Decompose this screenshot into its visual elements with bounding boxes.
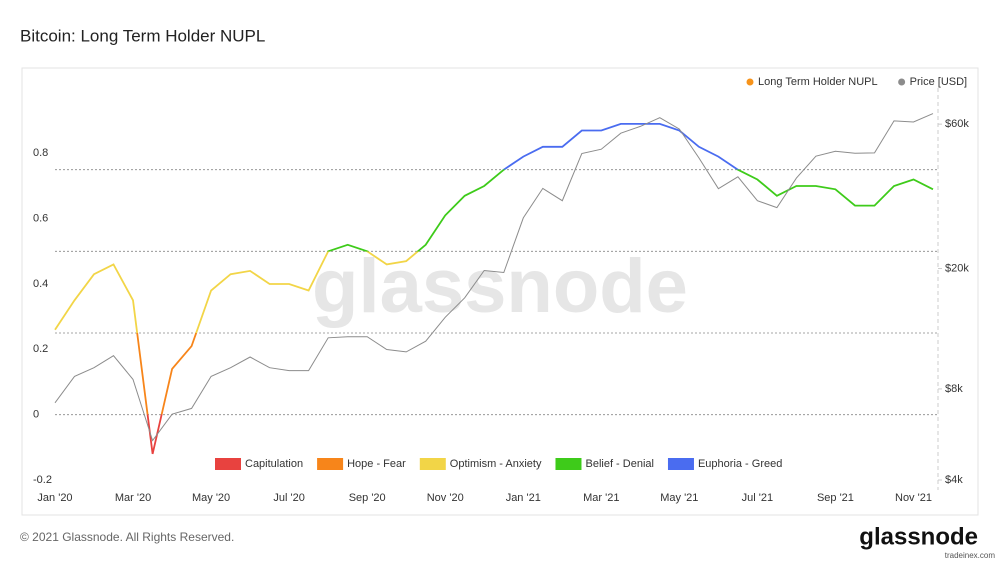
zone-swatch <box>667 458 694 470</box>
zone-label: Optimism - Anxiety <box>450 458 542 470</box>
y-tick-label: 0.6 <box>33 213 48 225</box>
x-tick-label: Nov '20 <box>427 492 464 504</box>
legend-label: Price [USD] <box>910 76 967 88</box>
legend-dot <box>898 78 906 86</box>
zone-label: Hope - Fear <box>347 458 406 470</box>
plot-frame <box>21 67 979 516</box>
zone-label: Belief - Denial <box>585 458 653 470</box>
zone-label: Capitulation <box>245 458 303 470</box>
x-tick-label: Jan '20 <box>37 492 72 504</box>
x-tick-label: Sep '21 <box>817 492 854 504</box>
x-tick-label: Jul '20 <box>273 492 304 504</box>
y-tick-label: 0.4 <box>33 278 48 290</box>
x-tick-label: Mar '21 <box>583 492 619 504</box>
zone-swatch <box>317 458 344 470</box>
y2-tick-label: $8k <box>945 383 963 395</box>
watermark: glassnode <box>312 244 688 329</box>
price-line <box>54 113 934 442</box>
y-tick-label: -0.2 <box>33 474 52 486</box>
legend-label: Long Term Holder NUPL <box>758 76 878 88</box>
nupl-line <box>54 123 934 455</box>
x-tick-label: Jan '21 <box>506 492 541 504</box>
zone-label: Euphoria - Greed <box>698 458 782 470</box>
y-tick-label: 0.2 <box>33 343 48 355</box>
x-tick-label: Sep '20 <box>349 492 386 504</box>
site: tradeinex.com <box>945 551 996 560</box>
y2-tick-label: $60k <box>945 118 969 130</box>
x-tick-label: Mar '20 <box>115 492 151 504</box>
y2-tick-label: $20k <box>945 262 969 274</box>
y2-tick-label: $4k <box>945 474 963 486</box>
y-tick-label: 0.8 <box>33 147 48 159</box>
x-tick-label: May '20 <box>192 492 230 504</box>
x-tick-label: Jul '21 <box>742 492 773 504</box>
x-tick-label: Nov '21 <box>895 492 932 504</box>
zone-swatch <box>555 458 582 470</box>
logo: glassnode <box>859 523 978 550</box>
legend-dot <box>746 78 754 86</box>
chart-title: Bitcoin: Long Term Holder NUPL <box>20 26 265 45</box>
x-tick-label: May '21 <box>660 492 698 504</box>
copyright: © 2021 Glassnode. All Rights Reserved. <box>20 530 234 544</box>
zone-swatch <box>419 458 446 470</box>
zone-swatch <box>215 458 241 470</box>
y-tick-label: 0 <box>33 409 39 421</box>
